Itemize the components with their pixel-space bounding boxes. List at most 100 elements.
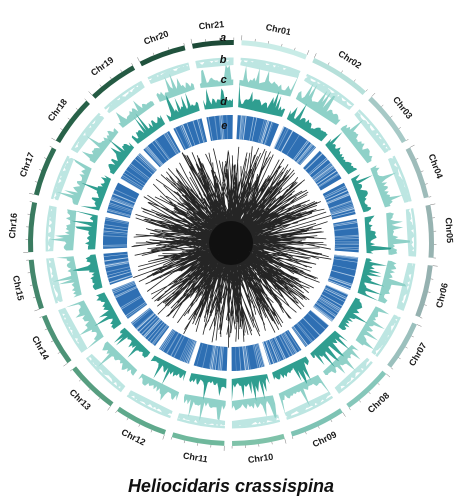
chr-label-chr02: Chr02 xyxy=(336,48,363,70)
chr10-heatmap-stripe xyxy=(243,346,248,371)
chr05-track-c-histogram xyxy=(386,212,411,255)
chr21-heatmap-stripe xyxy=(226,115,228,140)
chr10-heatmap-stripe xyxy=(245,345,250,370)
chr04-heatmap-stripe xyxy=(329,201,353,210)
chr21-track-b-base xyxy=(195,57,234,64)
chr11-tick xyxy=(183,440,185,444)
chr06-tick xyxy=(424,304,427,306)
chr08-heatmap-stripe xyxy=(299,321,316,340)
chr03-tick xyxy=(406,139,409,141)
chr07-heatmap-stripe xyxy=(320,296,341,310)
chr06-heatmap-stripe xyxy=(333,258,358,263)
chr12-track-d-histogram xyxy=(150,355,187,385)
chr01-heatmap-stripe xyxy=(259,119,267,144)
chr02-heatmap-stripe xyxy=(273,126,285,149)
chr16-ideogram xyxy=(28,202,38,253)
chr18-heatmap-stripe xyxy=(125,169,146,184)
chr18-heatmap-stripe xyxy=(128,165,148,181)
chr14-heatmap-stripe xyxy=(111,281,135,291)
chr13-tick xyxy=(107,406,111,411)
chr-label-chr08: Chr08 xyxy=(366,390,392,415)
chr19-tick xyxy=(120,69,123,72)
chr04-tick xyxy=(420,170,424,172)
chr06-heatmap-stripe xyxy=(327,279,351,290)
chr08-track-b-base xyxy=(337,360,373,394)
chr04-tick xyxy=(409,144,415,148)
chr01-heatmap-stripe xyxy=(260,120,269,144)
chr21-tick xyxy=(190,38,193,44)
chr10-heatmap-stripe xyxy=(246,345,251,370)
chr02-track-c-histogram xyxy=(295,83,341,125)
chr03-heatmap-stripe xyxy=(304,152,323,171)
chr08-tick xyxy=(377,383,380,386)
chr12-heatmap-stripe xyxy=(179,338,190,361)
chr03-heatmap-stripe xyxy=(311,162,332,179)
chr11-heatmap-stripe xyxy=(213,345,218,370)
chr17-heatmap-stripe xyxy=(108,203,132,212)
chr10-heatmap-stripe xyxy=(242,346,247,371)
chr08-heatmap-stripe xyxy=(293,326,309,346)
chr13-tick xyxy=(98,397,101,401)
chr20-tick xyxy=(152,52,155,56)
chr02-tick xyxy=(365,89,368,92)
chr03-heatmap-stripe xyxy=(318,174,340,188)
chr04-heatmap-stripe xyxy=(330,204,354,213)
chr06-heatmap-base xyxy=(327,254,359,290)
chr13-heatmap-stripe xyxy=(131,308,151,324)
chr07-tick xyxy=(405,346,408,349)
chr13-heatmap-stripe xyxy=(135,312,154,329)
chr16-heatmap-stripe xyxy=(103,245,128,248)
chr19-tick xyxy=(99,84,102,87)
chr19-heatmap-stripe xyxy=(154,139,170,160)
chr17-heatmap-stripe xyxy=(107,208,131,216)
chr10-heatmap-stripe xyxy=(255,343,262,368)
chr12-heatmap-stripe xyxy=(173,335,185,358)
chr13-tick xyxy=(88,388,91,392)
chr14-track-c-histogram xyxy=(65,300,104,350)
chr08-tick xyxy=(368,391,371,395)
chr15-heatmap-stripe xyxy=(104,260,129,265)
chr18-track-d-histogram xyxy=(108,139,135,175)
chr14-tick xyxy=(39,316,42,318)
chr-label-chr05: Chr05 xyxy=(444,217,455,243)
chr15-heatmap-stripe xyxy=(105,262,129,268)
track-c-ring xyxy=(49,64,411,422)
chr08-heatmap-stripe xyxy=(296,323,312,343)
chr14-tick xyxy=(57,352,61,354)
chr12-tick xyxy=(138,424,141,427)
chr19-heatmap-stripe xyxy=(164,132,178,154)
chr17-heatmap-stripe xyxy=(110,199,134,209)
chr08-track-b-histogram xyxy=(334,357,370,393)
chr12-heatmap-stripe xyxy=(186,340,196,364)
chr06-tick xyxy=(419,317,423,319)
chr14-heatmap-stripe xyxy=(112,282,136,293)
chr14-heatmap-stripe xyxy=(120,295,142,309)
chr16-track-d-histogram xyxy=(71,210,98,250)
chr09-track-c-histogram xyxy=(278,374,331,415)
chr10-ideogram xyxy=(232,433,285,446)
chr13-heatmap-stripe xyxy=(144,319,162,338)
chr08-track-d-histogram xyxy=(310,330,350,368)
chr15-track-b-base xyxy=(46,258,59,304)
chr08-heatmap-stripe xyxy=(291,326,307,347)
chr09-heatmap-stripe xyxy=(273,337,285,360)
chr07-track-b-histogram xyxy=(371,314,400,355)
chr03-heatmap-stripe xyxy=(308,157,327,175)
chr02-heatmap-stripe xyxy=(299,146,316,165)
chr19-ideogram xyxy=(91,65,136,99)
chr07-track-b-base xyxy=(375,316,401,358)
chr13-heatmap-stripe xyxy=(138,314,157,333)
species-title: Heliocidaris crassispina xyxy=(127,476,335,496)
chr09-heatmap-stripe xyxy=(268,339,279,363)
chr18-tick xyxy=(84,98,87,101)
chr12-tick xyxy=(115,410,118,414)
chr09-tick xyxy=(305,431,307,435)
chr09-track-d-histogram xyxy=(272,356,311,385)
chr19-heatmap-stripe xyxy=(144,147,162,167)
chr02-tick xyxy=(314,53,317,58)
chr09-heatmap-stripe xyxy=(278,335,291,357)
chr20-heatmap-stripe xyxy=(179,125,190,148)
chr10-track-c-histogram xyxy=(231,395,277,419)
chr06-tick xyxy=(432,265,438,267)
chr04-heatmap-stripe xyxy=(326,192,350,204)
